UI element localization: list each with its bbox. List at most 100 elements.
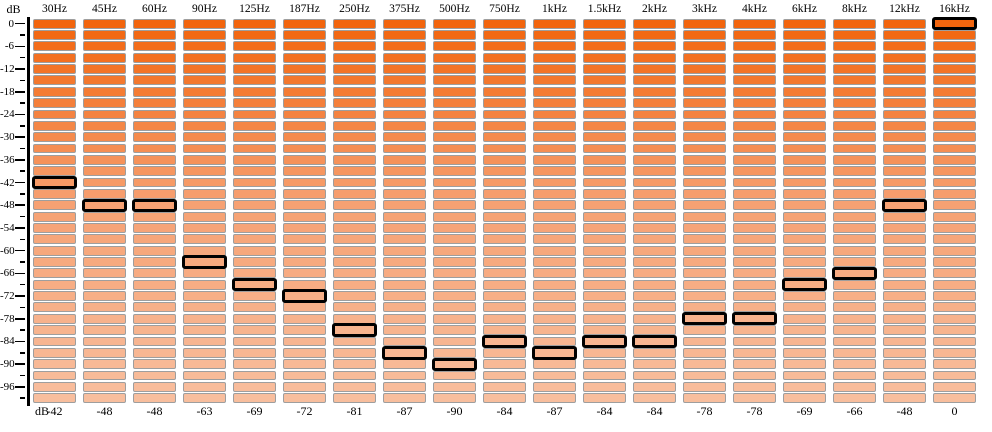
- eq-slider-2kHz[interactable]: [632, 0, 677, 432]
- slider-segment: [383, 86, 426, 97]
- slider-segment: [683, 359, 726, 370]
- slider-segment: [633, 279, 676, 290]
- slider-segment: [683, 279, 726, 290]
- eq-slider-90Hz[interactable]: [182, 0, 227, 432]
- slider-segment: [183, 325, 226, 336]
- slider-segment: [433, 143, 476, 154]
- slider-segment: [933, 41, 976, 52]
- slider-segment: [433, 279, 476, 290]
- eq-slider-30Hz[interactable]: [32, 0, 77, 432]
- eq-slider-handle[interactable]: [582, 334, 627, 349]
- slider-segment: [733, 109, 776, 120]
- slider-segment: [833, 359, 876, 370]
- slider-segment: [33, 257, 76, 267]
- eq-slider-handle[interactable]: [382, 346, 427, 360]
- eq-slider-handle[interactable]: [82, 198, 127, 212]
- slider-segment: [83, 336, 126, 347]
- slider-segment: [933, 359, 976, 370]
- slider-segment: [883, 257, 926, 267]
- eq-slider-16kHz[interactable]: [932, 0, 977, 432]
- eq-slider-handle[interactable]: [882, 198, 927, 212]
- band-frequency-label: 250Hz: [339, 3, 370, 15]
- slider-segment: [833, 64, 876, 74]
- slider-segment: [333, 109, 376, 120]
- eq-slider-handle[interactable]: [932, 17, 977, 31]
- eq-slider-handle[interactable]: [682, 312, 727, 326]
- slider-segment: [633, 370, 676, 381]
- eq-slider-handle[interactable]: [432, 357, 477, 371]
- slider-segment: [783, 154, 826, 165]
- slider-segment: [83, 381, 126, 392]
- slider-segment: [433, 75, 476, 86]
- eq-slider-handle[interactable]: [282, 289, 327, 303]
- slider-segment: [733, 30, 776, 40]
- slider-segment: [533, 188, 576, 199]
- slider-segment: [133, 86, 176, 97]
- eq-slider-125Hz[interactable]: [232, 0, 277, 432]
- slider-segment: [683, 234, 726, 245]
- eq-slider-60Hz[interactable]: [132, 0, 177, 432]
- slider-segment: [783, 64, 826, 74]
- band-frequency-label: 16kHz: [939, 3, 970, 15]
- slider-segment: [33, 18, 76, 29]
- slider-segment: [483, 223, 526, 233]
- slider-segment: [83, 223, 126, 233]
- eq-slider-375Hz[interactable]: [382, 0, 427, 432]
- eq-slider-handle[interactable]: [182, 255, 227, 269]
- eq-slider-handle[interactable]: [132, 198, 177, 212]
- slider-segment: [83, 75, 126, 86]
- eq-slider-45Hz[interactable]: [82, 0, 127, 432]
- slider-segment: [533, 64, 576, 74]
- slider-segment: [783, 325, 826, 336]
- eq-slider-handle[interactable]: [732, 312, 777, 326]
- slider-segment: [733, 166, 776, 177]
- slider-segment: [783, 381, 826, 392]
- slider-segment: [83, 143, 126, 154]
- slider-segment: [283, 143, 326, 154]
- slider-segment: [333, 291, 376, 301]
- eq-slider-3kHz[interactable]: [682, 0, 727, 432]
- slider-segment: [433, 347, 476, 358]
- slider-segment: [333, 177, 376, 188]
- slider-segment: [533, 109, 576, 120]
- slider-segment: [33, 132, 76, 143]
- slider-segment: [733, 98, 776, 109]
- eq-slider-750Hz[interactable]: [482, 0, 527, 432]
- eq-slider-handle[interactable]: [782, 278, 827, 292]
- eq-slider-handle[interactable]: [232, 278, 277, 292]
- slider-segment: [683, 41, 726, 52]
- eq-slider-handle[interactable]: [632, 334, 677, 349]
- slider-segment: [333, 359, 376, 370]
- slider-segment: [683, 86, 726, 97]
- eq-slider-250Hz[interactable]: [332, 0, 377, 432]
- axis-minor-tick: [20, 374, 25, 377]
- eq-slider-1.5kHz[interactable]: [582, 0, 627, 432]
- eq-slider-handle[interactable]: [332, 323, 377, 337]
- slider-segment: [283, 393, 326, 404]
- axis-major-tick: [15, 295, 25, 297]
- slider-segment: [583, 41, 626, 52]
- eq-slider-handle[interactable]: [32, 175, 77, 190]
- slider-segment: [783, 200, 826, 211]
- axis-minor-tick: [20, 215, 25, 218]
- slider-segment: [483, 211, 526, 222]
- eq-slider-6kHz[interactable]: [782, 0, 827, 432]
- eq-slider-500Hz[interactable]: [432, 0, 477, 432]
- eq-slider-handle[interactable]: [482, 334, 527, 349]
- slider-segment: [783, 166, 826, 177]
- slider-segment: [283, 166, 326, 177]
- eq-slider-12kHz[interactable]: [882, 0, 927, 432]
- eq-slider-handle[interactable]: [532, 346, 577, 360]
- slider-segment: [133, 109, 176, 120]
- eq-slider-4kHz[interactable]: [732, 0, 777, 432]
- eq-slider-handle[interactable]: [832, 266, 877, 281]
- slider-segment: [633, 120, 676, 131]
- eq-slider-187Hz[interactable]: [282, 0, 327, 432]
- slider-segment: [583, 291, 626, 301]
- eq-slider-8kHz[interactable]: [832, 0, 877, 432]
- slider-segment: [933, 393, 976, 404]
- slider-segment: [633, 347, 676, 358]
- slider-segment: [433, 257, 476, 267]
- eq-slider-1kHz[interactable]: [532, 0, 577, 432]
- slider-segment: [183, 64, 226, 74]
